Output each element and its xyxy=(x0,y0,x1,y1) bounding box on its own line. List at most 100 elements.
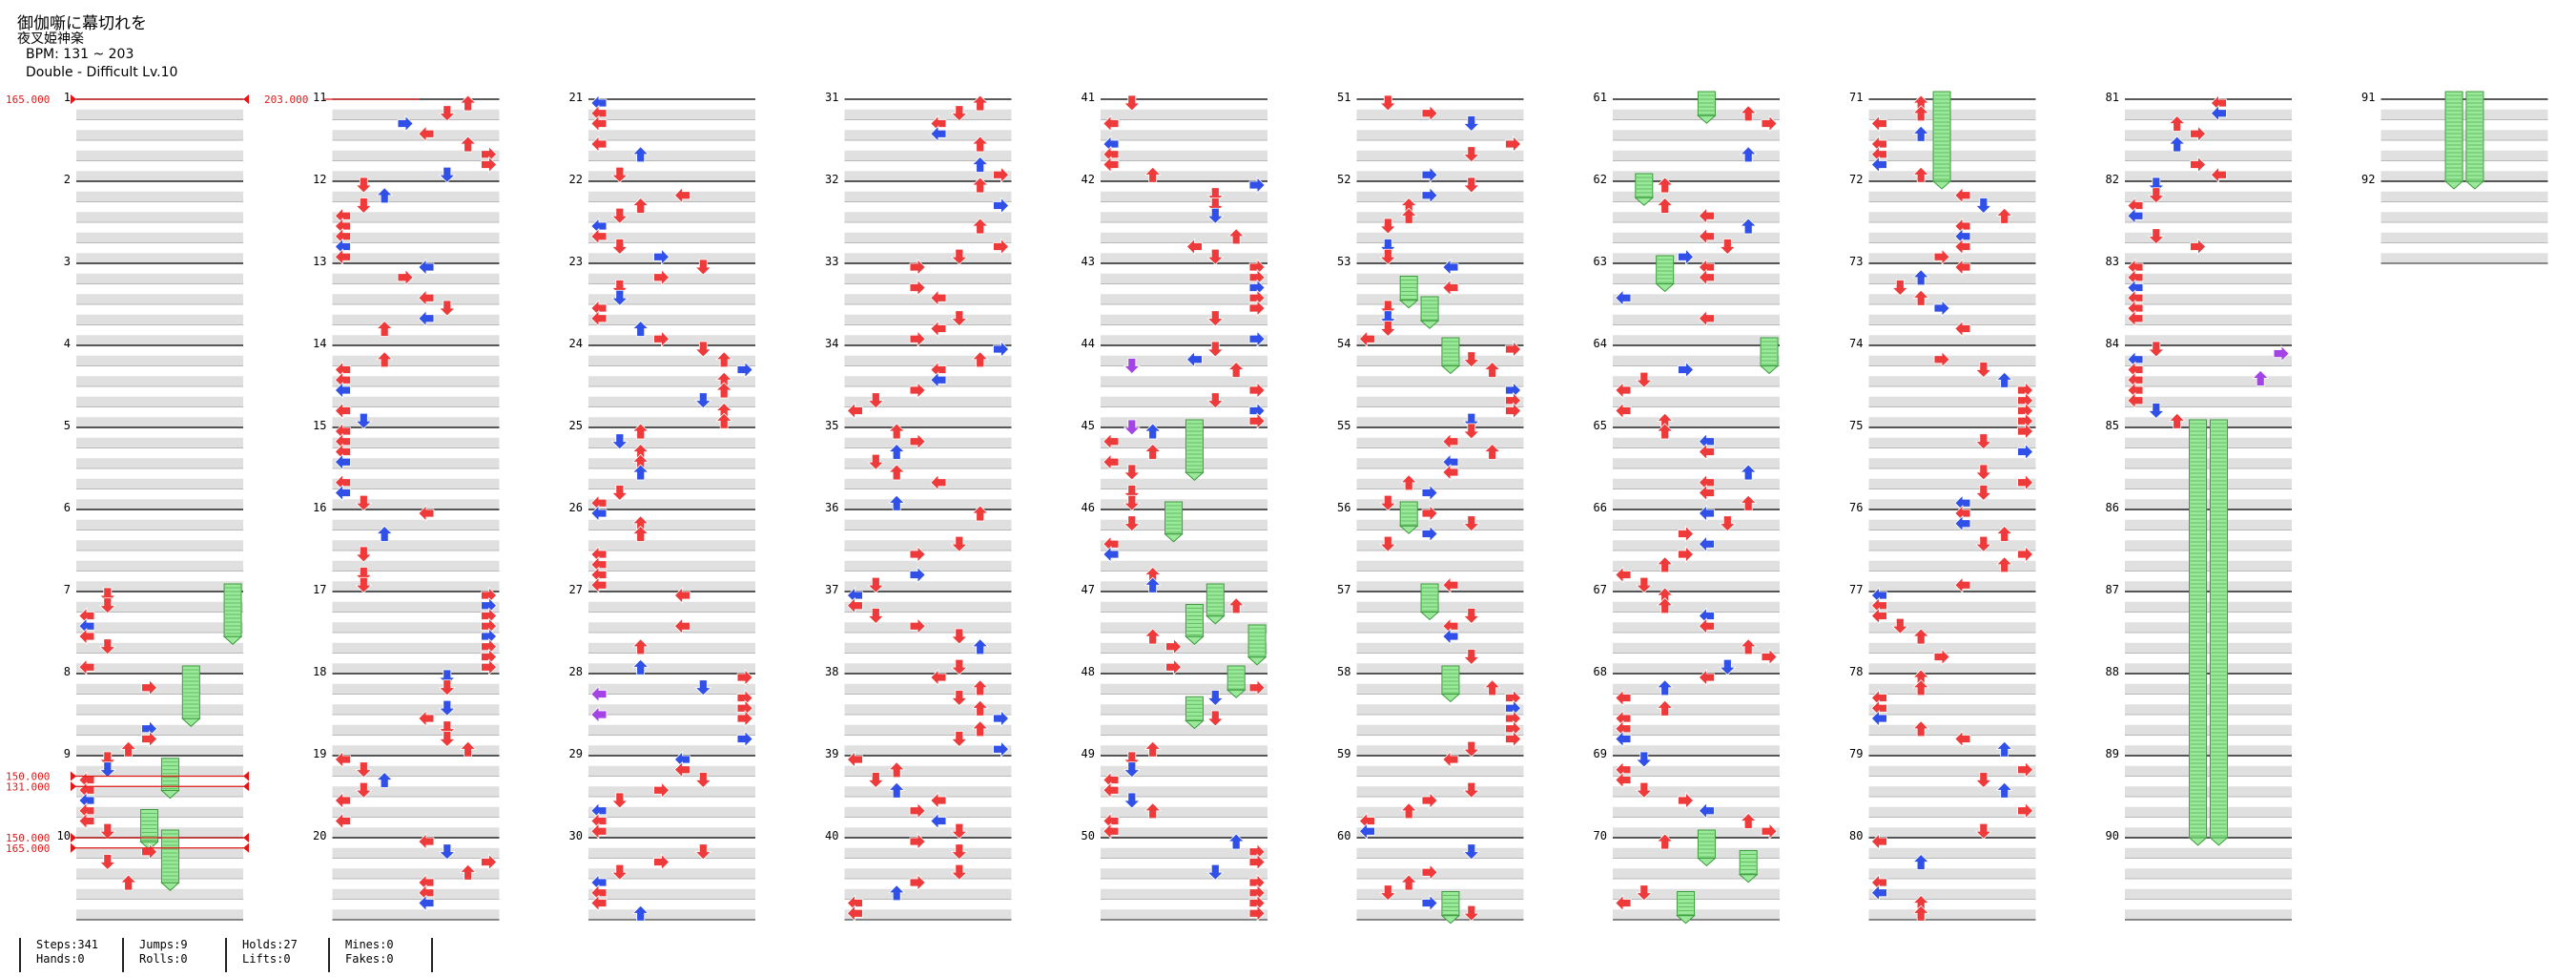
measure-number: 75 xyxy=(1849,419,1863,432)
down-arrow-note xyxy=(1123,94,1141,112)
beat-stripe xyxy=(588,273,755,284)
up-arrow-note xyxy=(971,699,989,717)
beat-stripe xyxy=(76,683,243,695)
measure-number: 1 xyxy=(64,91,71,104)
beat-stripe xyxy=(844,827,1012,838)
down-arrow-note xyxy=(438,731,456,748)
beat-stripe xyxy=(844,355,1012,366)
beat-stripe xyxy=(1613,417,1780,427)
bpm-change-label: 203.000 xyxy=(264,94,308,106)
up-arrow-note xyxy=(1912,269,1930,286)
beat-stripe xyxy=(844,478,1012,489)
up-arrow-note xyxy=(971,177,989,194)
down-arrow-note xyxy=(1635,751,1653,768)
measure-number: 31 xyxy=(825,91,838,104)
left-arrow-note xyxy=(2127,391,2144,409)
beat-stripe xyxy=(1101,663,1267,674)
beat-stripe xyxy=(844,191,1012,202)
left-arrow-note xyxy=(2127,207,2144,225)
down-arrow-note xyxy=(950,628,968,645)
left-arrow-note xyxy=(590,309,608,327)
beat-stripe xyxy=(1868,376,2036,386)
up-arrow-note xyxy=(119,740,137,758)
beat-stripe xyxy=(844,601,1012,613)
beat-stripe xyxy=(1613,519,1780,530)
beat-stripe xyxy=(2125,171,2292,181)
beat-stripe xyxy=(1356,868,1524,879)
beat-stripe xyxy=(76,273,243,284)
beat-stripe xyxy=(76,355,243,366)
beat-stripe xyxy=(76,253,243,263)
beat-stripe xyxy=(1613,847,1780,859)
up-arrow-note xyxy=(971,638,989,655)
beat-stripe xyxy=(2125,745,2292,756)
measure-number: 89 xyxy=(2106,747,2119,760)
left-arrow-note xyxy=(930,473,947,491)
beat-stripe xyxy=(844,253,1012,263)
right-arrow-note xyxy=(909,566,926,584)
beat-stripe xyxy=(332,253,500,263)
beat-stripe xyxy=(1868,150,2036,161)
down-arrow-note xyxy=(950,310,968,327)
beat-stripe xyxy=(844,109,1012,120)
down-arrow-note xyxy=(1206,863,1225,881)
up-arrow-note xyxy=(1483,361,1501,378)
up-arrow-note xyxy=(1995,525,2013,542)
left-arrow-note xyxy=(418,505,435,522)
down-arrow-note xyxy=(2147,341,2165,358)
beat-stripe xyxy=(1101,601,1267,613)
left-arrow-note xyxy=(930,320,947,338)
beat-stripe xyxy=(1101,417,1267,427)
measure-number: 60 xyxy=(1337,829,1350,842)
beat-stripe xyxy=(2125,355,2292,366)
up-arrow-note xyxy=(971,156,989,173)
beat-stripe xyxy=(844,540,1012,551)
beat-stripe xyxy=(76,540,243,551)
hold-note xyxy=(1247,624,1267,666)
down-arrow-note xyxy=(610,207,629,224)
measure-number: 50 xyxy=(1082,829,1095,842)
beat-stripe xyxy=(1101,765,1267,777)
up-arrow-note xyxy=(1740,464,1758,481)
beat-stripe xyxy=(1868,458,2036,468)
beat-stripe xyxy=(1101,806,1267,818)
bpm-change-marker xyxy=(243,771,249,781)
measure-number: 12 xyxy=(313,173,326,186)
down-arrow-note xyxy=(867,453,885,470)
measure-number: 2 xyxy=(64,173,71,186)
up-arrow-note xyxy=(631,658,649,676)
beat-stripe xyxy=(844,581,1012,592)
beat-stripe xyxy=(1356,581,1524,592)
beat-stripe xyxy=(588,212,755,222)
down-arrow-note xyxy=(694,843,712,861)
beat-stripe xyxy=(1356,294,1524,304)
left-arrow-note xyxy=(1103,114,1120,133)
hold-note xyxy=(180,665,201,727)
down-arrow-note xyxy=(1635,884,1653,902)
left-arrow-note xyxy=(1615,566,1632,584)
beat-stripe xyxy=(332,417,500,427)
beat-stripe xyxy=(1613,437,1780,448)
measure-number: 59 xyxy=(1337,747,1350,760)
beat-stripe xyxy=(2125,786,2292,797)
left-arrow-note xyxy=(1615,730,1632,748)
beat-stripe xyxy=(2125,376,2292,386)
down-arrow-note xyxy=(1462,843,1480,861)
beat-stripe xyxy=(1356,519,1524,530)
beat-stripe xyxy=(844,724,1012,736)
measure-number: 88 xyxy=(2106,665,2119,678)
measure-number: 5 xyxy=(64,419,71,432)
left-arrow-note xyxy=(418,833,435,850)
beat-stripe xyxy=(1868,519,2036,530)
up-arrow-note xyxy=(1144,423,1162,440)
left-arrow-note xyxy=(418,125,435,143)
beat-stripe xyxy=(844,335,1012,345)
right-arrow-note xyxy=(993,238,1010,256)
down-arrow-note xyxy=(1974,535,1992,552)
down-arrow-note xyxy=(610,792,629,809)
bpm-change-marker xyxy=(71,781,76,792)
bpm-change-marker xyxy=(71,94,76,104)
left-arrow-note xyxy=(418,259,435,276)
beat-stripe xyxy=(844,294,1012,304)
hold-note xyxy=(160,758,180,800)
